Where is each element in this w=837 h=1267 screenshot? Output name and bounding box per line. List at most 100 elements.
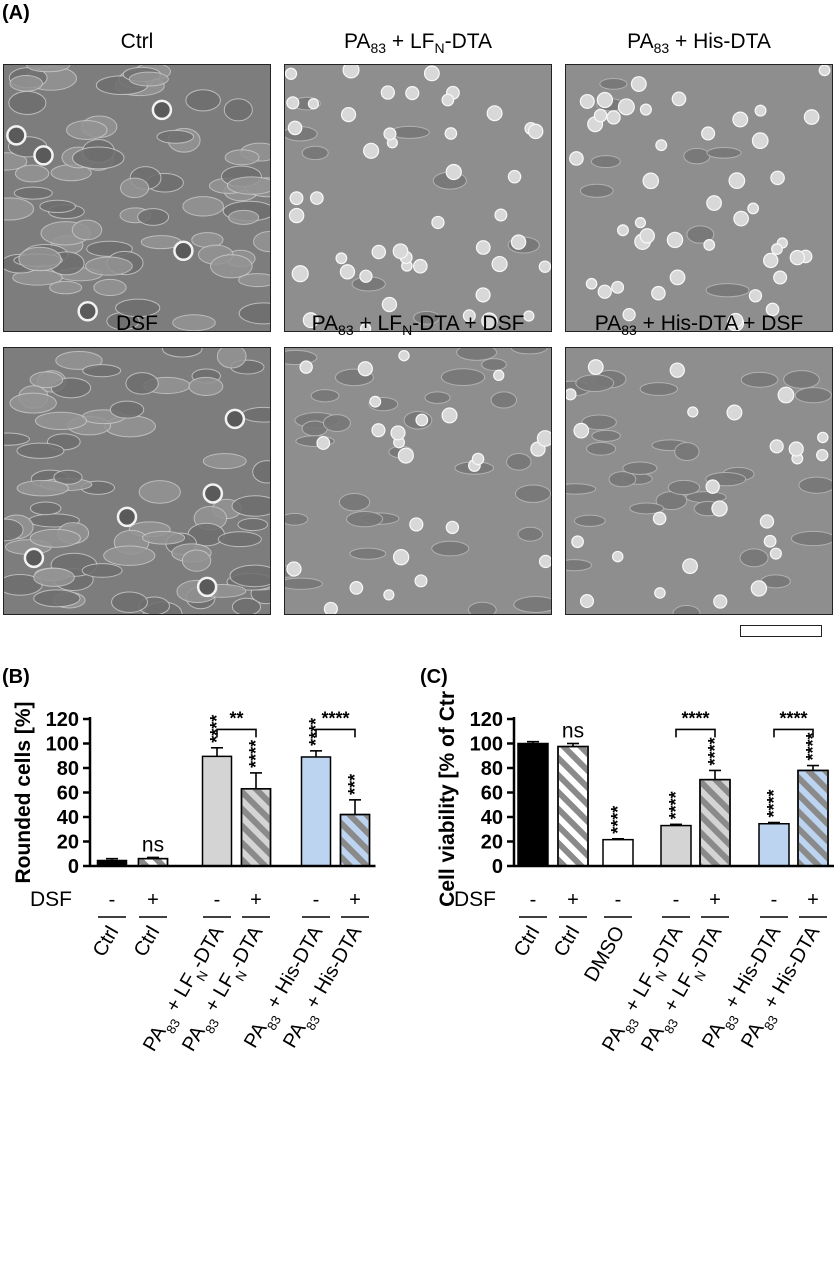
- significance-label: ***: [345, 774, 365, 795]
- y-tick-label: 100: [470, 734, 503, 756]
- micrograph-title-part: N: [434, 40, 445, 57]
- bar: [300, 756, 332, 867]
- micrograph-title-1: Ctrl: [2, 30, 272, 54]
- significance-bracket: [773, 728, 814, 738]
- micrograph-title-2: PA83 + LFN-DTA: [283, 30, 553, 56]
- micrograph-image-2: [284, 64, 552, 332]
- bracket-label: ****: [681, 708, 709, 728]
- dsf-sign: -: [771, 889, 778, 911]
- dsf-sign: -: [313, 889, 320, 911]
- significance-label: ns: [142, 833, 164, 856]
- y-tick-label: 40: [481, 807, 503, 829]
- bar: [517, 742, 549, 867]
- micrograph-image-6: [565, 347, 833, 615]
- micrograph-title-part: -DTA: [444, 30, 493, 53]
- dsf-sign: +: [250, 889, 262, 911]
- micrograph-title-part: DSF: [116, 312, 158, 335]
- bar-hatch: [557, 745, 589, 867]
- micrograph-title-3: PA83 + His-DTA: [564, 30, 834, 56]
- bracket-label: ****: [321, 708, 349, 728]
- category-label: Ctrl: [130, 923, 165, 961]
- micrograph-title-6: PA83 + His-DTA + DSF: [564, 312, 834, 338]
- y-tick-label: 120: [46, 709, 79, 731]
- dsf-sign: +: [807, 889, 819, 911]
- micrograph-image-5: [284, 347, 552, 615]
- significance-label: ****: [803, 733, 823, 761]
- micrograph-title-part: 83: [338, 322, 354, 339]
- scale-bar: [740, 625, 822, 637]
- micrograph-title-part: + His-DTA: [669, 30, 771, 53]
- y-tick-label: 100: [46, 734, 79, 756]
- y-tick-label: 60: [57, 783, 79, 805]
- bar-hatch: [240, 788, 272, 867]
- category-label: Ctrl: [89, 923, 124, 961]
- significance-label: ****: [666, 791, 686, 819]
- significance-label: ****: [705, 737, 725, 765]
- y-tick-label: 0: [492, 856, 503, 878]
- dsf-sign: -: [214, 889, 221, 911]
- bar-hatch: [797, 769, 829, 867]
- micrograph-title-part: PA: [343, 30, 371, 53]
- y-tick-label: 20: [481, 832, 503, 854]
- significance-label: ****: [246, 740, 266, 768]
- micrograph-title-part: 83: [370, 40, 387, 57]
- panel-a-letter: (A): [2, 2, 30, 24]
- y-axis-label: Rounded cells [%]: [12, 701, 35, 883]
- panel-c-letter: (C): [420, 666, 448, 688]
- significance-bracket: [315, 728, 356, 738]
- significance-label: ****: [764, 789, 784, 817]
- y-tick-label: 40: [57, 807, 79, 829]
- dsf-row-label: DSF: [454, 888, 496, 911]
- micrograph-title-part: N: [402, 322, 413, 339]
- bar-hatch: [339, 813, 371, 867]
- bracket-label: ****: [779, 708, 807, 728]
- y-tick-label: 60: [481, 783, 503, 805]
- y-tick-label: 120: [470, 709, 503, 731]
- bar: [758, 822, 790, 867]
- micrograph-title-part: PA: [594, 312, 622, 335]
- y-tick-label: 0: [68, 856, 79, 878]
- micrograph-title-part: + His-DTA + DSF: [636, 312, 804, 335]
- dsf-sign: +: [147, 889, 159, 911]
- dsf-row-label: DSF: [30, 888, 72, 911]
- bar: [660, 824, 692, 867]
- micrograph-title-part: 83: [621, 322, 637, 339]
- micrograph-title-part: PA: [627, 30, 654, 53]
- micrograph-title-part: -DTA + DSF: [412, 312, 525, 335]
- micrograph-title-part: PA: [311, 312, 339, 335]
- significance-label: ns: [562, 720, 584, 743]
- dsf-sign: +: [567, 889, 579, 911]
- dsf-sign: +: [349, 889, 361, 911]
- category-label: DMSO: [580, 923, 629, 986]
- bracket-label: **: [229, 708, 243, 728]
- dsf-sign: -: [673, 889, 680, 911]
- bar-hatch: [699, 778, 731, 867]
- dsf-sign: +: [709, 889, 721, 911]
- micrograph-title-part: Ctrl: [120, 30, 154, 53]
- micrograph-title-part: + LF: [353, 312, 403, 335]
- panel-b-letter: (B): [2, 666, 30, 688]
- significance-label: ****: [608, 806, 628, 834]
- dsf-sign: -: [615, 889, 622, 911]
- y-axis-label: Cell viability [% of Ctrl]: [436, 690, 459, 907]
- bar: [201, 755, 233, 867]
- micrograph-image-3: [565, 64, 833, 332]
- y-tick-label: 80: [57, 758, 79, 780]
- micrograph-image-4: [3, 347, 271, 615]
- micrograph-title-5: PA83 + LFN-DTA + DSF: [283, 312, 553, 338]
- y-tick-label: 80: [481, 758, 503, 780]
- micrograph-title-part: + LF: [386, 30, 435, 53]
- bar: [602, 838, 634, 867]
- category-label: Ctrl: [550, 923, 585, 961]
- category-label: Ctrl: [510, 923, 545, 961]
- micrograph-title-4: DSF: [2, 312, 272, 336]
- significance-bracket: [216, 728, 257, 738]
- y-tick-label: 20: [57, 832, 79, 854]
- micrograph-title-part: 83: [653, 40, 670, 57]
- dsf-sign: -: [109, 889, 116, 911]
- micrograph-image-1: [3, 64, 271, 332]
- significance-bracket: [675, 728, 716, 738]
- dsf-sign: -: [530, 889, 537, 911]
